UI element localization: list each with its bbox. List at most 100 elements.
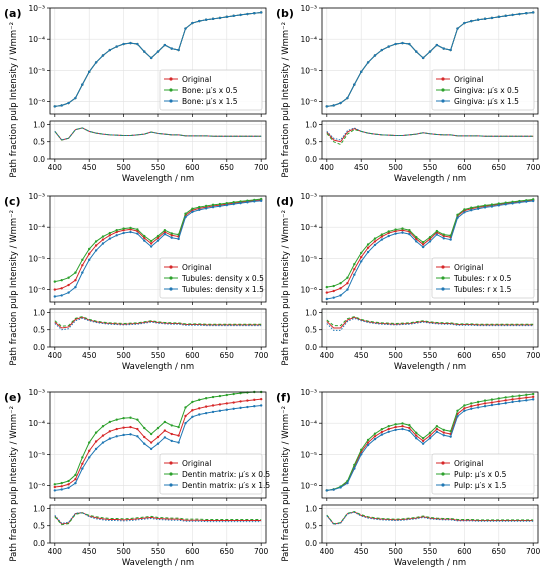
data-point xyxy=(490,205,494,208)
legend-marker xyxy=(169,77,173,81)
y-tick-label: 10⁻⁴ xyxy=(300,35,317,44)
data-point xyxy=(115,229,118,232)
y-tick-label: 0.5 xyxy=(305,522,317,531)
data-point xyxy=(156,435,160,439)
y-tick-label: 10⁻⁴ xyxy=(28,35,45,44)
data-point xyxy=(401,227,404,230)
data-point xyxy=(401,427,404,431)
data-point xyxy=(504,203,507,206)
legend-marker xyxy=(169,287,173,291)
legend-box xyxy=(159,257,263,299)
data-point xyxy=(387,430,390,433)
data-point xyxy=(380,235,384,238)
data-point xyxy=(531,11,535,14)
data-point xyxy=(88,441,91,444)
data-point xyxy=(463,404,466,407)
data-point xyxy=(490,16,494,20)
data-point xyxy=(204,207,208,210)
data-point xyxy=(360,453,363,456)
data-point xyxy=(428,434,432,437)
legend-marker xyxy=(441,287,445,291)
y-tick-label: 0.5 xyxy=(33,522,45,531)
data-point xyxy=(483,402,487,405)
x-tick-label: 700 xyxy=(526,547,541,556)
data-point xyxy=(490,398,494,401)
y-tick-label: 10⁻⁵ xyxy=(28,66,45,75)
data-point xyxy=(332,296,335,299)
data-point xyxy=(122,416,125,420)
data-point xyxy=(449,238,452,241)
y-tick-label: 10⁻⁶ xyxy=(300,482,317,491)
legend-marker xyxy=(169,276,173,280)
data-point xyxy=(225,402,228,405)
data-point xyxy=(387,425,390,428)
x-tick-label: 650 xyxy=(220,163,235,172)
data-point xyxy=(456,27,459,30)
data-point xyxy=(81,462,84,465)
x-tick-label: 650 xyxy=(492,163,507,172)
x-tick-label: 400 xyxy=(48,351,63,360)
y-tick-label: 10⁻³ xyxy=(300,388,317,397)
panel-label: (b) xyxy=(276,7,294,20)
data-point xyxy=(246,405,249,409)
data-point xyxy=(531,398,535,401)
data-point xyxy=(163,230,167,234)
data-point xyxy=(101,235,105,238)
data-point xyxy=(156,426,160,430)
data-point xyxy=(373,432,377,435)
x-tick-label: 500 xyxy=(388,547,403,556)
data-point xyxy=(218,202,222,206)
chart-panel-c: (c) 10⁻⁶ 10⁻⁵ 10⁻⁴ 10⁻³ Intensity / Wmm⁻² Orig… xyxy=(4,192,269,372)
data-point xyxy=(163,429,167,432)
data-point xyxy=(239,406,242,410)
data-point xyxy=(177,237,180,241)
data-point xyxy=(129,433,132,436)
data-point xyxy=(67,486,70,489)
y-tick-label: 0.0 xyxy=(305,539,317,548)
x-axis-label: Wavelength / nm xyxy=(394,362,466,372)
y-tick-label: 0.0 xyxy=(305,343,317,352)
legend-box xyxy=(431,69,535,111)
data-point xyxy=(88,247,91,251)
data-point xyxy=(380,238,384,241)
data-point xyxy=(394,425,397,429)
x-tick-label: 650 xyxy=(220,351,235,360)
data-point xyxy=(504,401,507,405)
x-tick-label: 400 xyxy=(320,547,335,556)
x-tick-label: 450 xyxy=(354,547,369,556)
data-point xyxy=(232,14,235,18)
x-tick-label: 550 xyxy=(423,163,438,172)
data-point xyxy=(143,435,146,439)
data-point xyxy=(325,291,329,294)
data-point xyxy=(463,21,466,25)
legend-marker xyxy=(441,77,445,81)
data-point xyxy=(225,408,228,411)
data-point xyxy=(156,234,160,238)
data-point xyxy=(239,201,242,205)
x-tick-label: 400 xyxy=(320,351,335,360)
y-tick-label: 10⁻⁵ xyxy=(28,254,45,263)
data-point xyxy=(401,231,404,234)
data-point xyxy=(74,478,77,481)
data-point xyxy=(401,425,404,428)
data-point xyxy=(253,398,256,402)
data-point xyxy=(401,422,404,425)
data-point xyxy=(408,232,411,236)
data-point xyxy=(149,245,153,248)
data-point xyxy=(435,430,439,433)
y-tick-label: 10⁻⁴ xyxy=(300,223,317,232)
data-point xyxy=(525,200,528,203)
data-point xyxy=(346,282,349,285)
data-point xyxy=(504,399,507,402)
data-point xyxy=(136,435,139,438)
series-line xyxy=(54,316,262,329)
y-axis-label: Path fraction pulp xyxy=(281,486,291,561)
data-point xyxy=(470,402,473,405)
y-tick-label: 10⁻⁶ xyxy=(28,286,45,295)
data-point xyxy=(332,488,335,491)
y-tick-label: 10⁻⁶ xyxy=(300,98,317,107)
data-point xyxy=(490,203,494,206)
x-tick-label: 550 xyxy=(151,351,166,360)
x-axis-label: Wavelength / nm xyxy=(122,174,194,184)
data-point xyxy=(81,271,84,274)
